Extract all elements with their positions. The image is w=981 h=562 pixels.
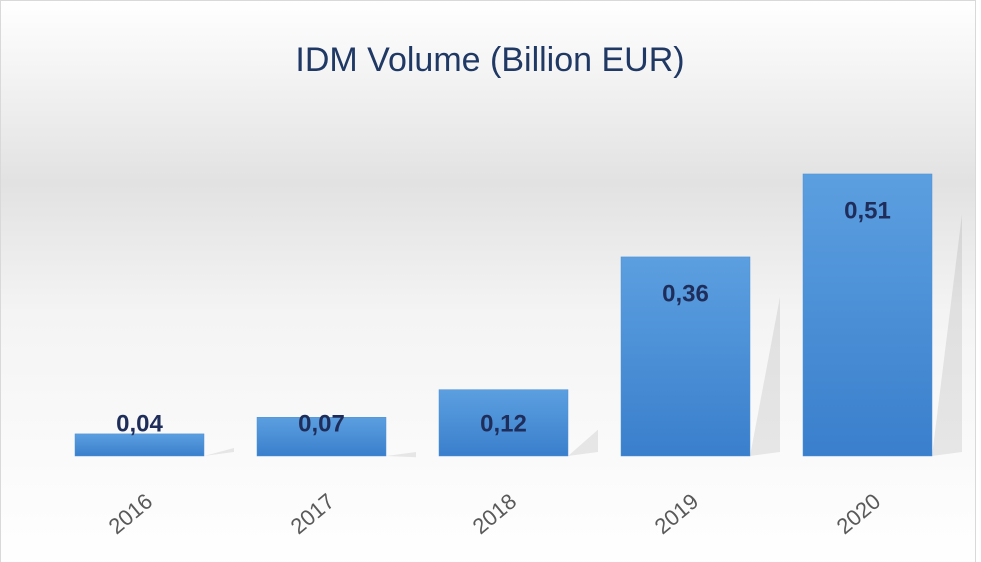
data-label: 0,04 <box>116 410 163 437</box>
bar <box>74 433 205 457</box>
bar-shadow <box>932 213 962 456</box>
data-label: 0,51 <box>844 197 891 224</box>
bar-shadow <box>204 448 234 456</box>
bar <box>802 173 933 457</box>
bar-shadow <box>750 296 780 456</box>
bar <box>256 417 387 457</box>
bar-shadow <box>568 429 598 456</box>
bar <box>620 256 751 457</box>
data-label: 0,12 <box>480 410 527 437</box>
data-label: 0,36 <box>662 280 709 307</box>
bar <box>438 389 569 457</box>
data-label: 0,07 <box>298 410 345 437</box>
bar-shadow <box>386 452 416 458</box>
chart-title: IDM Volume (Billion EUR) <box>295 41 684 79</box>
